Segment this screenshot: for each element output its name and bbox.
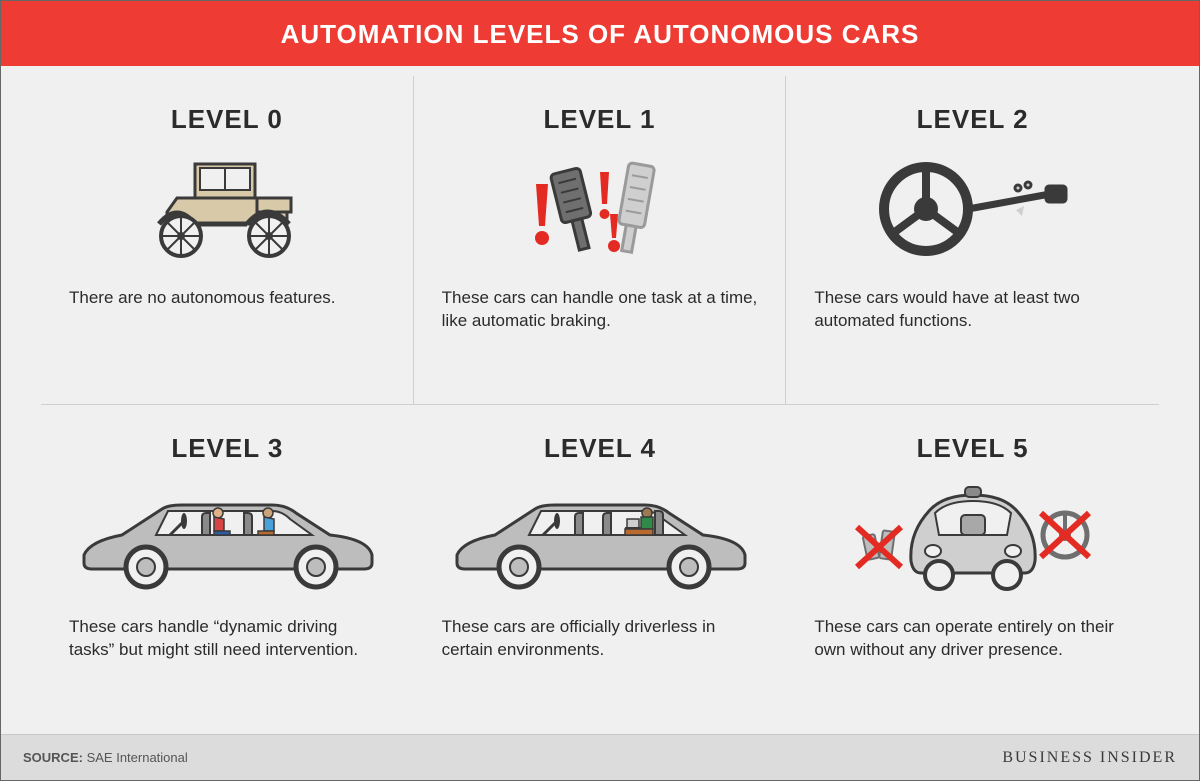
level-desc: These cars handle “dynamic driving tasks…: [69, 616, 386, 662]
source-line: SOURCE: SAE International: [23, 750, 188, 765]
page-title: AUTOMATION LEVELS OF AUTONOMOUS CARS: [1, 1, 1199, 66]
footer: SOURCE: SAE International BUSINESS INSID…: [1, 734, 1199, 780]
level-cell-2: LEVEL 2: [786, 76, 1159, 405]
brand-label: BUSINESS INSIDER: [1002, 749, 1177, 767]
level-desc: These cars are officially driverless in …: [442, 616, 759, 662]
level-title: LEVEL 5: [917, 433, 1029, 464]
source-value: SAE International: [87, 750, 188, 765]
car-laptop-passenger-icon: [442, 478, 759, 598]
level-cell-3: LEVEL 3: [41, 405, 414, 734]
levels-grid: LEVEL 0: [1, 66, 1199, 734]
level-desc: There are no autonomous features.: [69, 287, 385, 310]
steering-lever-icon: [814, 149, 1131, 269]
level-desc: These cars can operate entirely on their…: [814, 616, 1131, 662]
level-desc: These cars would have at least two autom…: [814, 287, 1131, 333]
level-cell-5: LEVEL 5: [786, 405, 1159, 734]
level-cell-1: LEVEL 1: [414, 76, 787, 405]
level-title: LEVEL 1: [543, 104, 655, 135]
level-title: LEVEL 2: [917, 104, 1029, 135]
level-desc: These cars can handle one task at a time…: [442, 287, 758, 333]
level-title: LEVEL 3: [171, 433, 283, 464]
car-two-passengers-icon: [69, 478, 386, 598]
infographic-page: AUTOMATION LEVELS OF AUTONOMOUS CARS LEV…: [0, 0, 1200, 781]
level-cell-0: LEVEL 0: [41, 76, 414, 405]
pedals-alert-icon: [442, 149, 758, 269]
level-title: LEVEL 0: [171, 104, 283, 135]
pod-no-controls-icon: [814, 478, 1131, 598]
vintage-car-icon: [69, 149, 385, 269]
source-label: SOURCE:: [23, 750, 83, 765]
level-title: LEVEL 4: [544, 433, 656, 464]
level-cell-4: LEVEL 4: [414, 405, 787, 734]
